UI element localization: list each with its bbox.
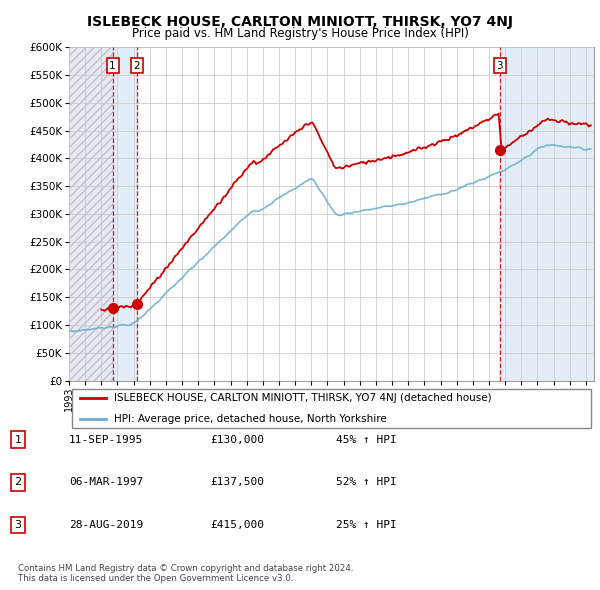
Text: 3: 3	[14, 520, 22, 530]
Text: £415,000: £415,000	[210, 520, 264, 530]
Text: 1: 1	[109, 61, 116, 71]
Text: £137,500: £137,500	[210, 477, 264, 487]
Text: £130,000: £130,000	[210, 435, 264, 444]
Text: 52% ↑ HPI: 52% ↑ HPI	[336, 477, 397, 487]
Text: 45% ↑ HPI: 45% ↑ HPI	[336, 435, 397, 444]
Bar	[113, 47, 137, 381]
Text: 28-AUG-2019: 28-AUG-2019	[69, 520, 143, 530]
Text: 3: 3	[496, 61, 503, 71]
Text: 2: 2	[14, 477, 22, 487]
Text: 1: 1	[14, 435, 22, 444]
Text: 25% ↑ HPI: 25% ↑ HPI	[336, 520, 397, 530]
Text: ISLEBECK HOUSE, CARLTON MINIOTT, THIRSK, YO7 4NJ (detached house): ISLEBECK HOUSE, CARLTON MINIOTT, THIRSK,…	[113, 394, 491, 404]
Bar	[69, 47, 113, 381]
Text: 11-SEP-1995: 11-SEP-1995	[69, 435, 143, 444]
Text: HPI: Average price, detached house, North Yorkshire: HPI: Average price, detached house, Nort…	[113, 414, 386, 424]
Text: Price paid vs. HM Land Registry's House Price Index (HPI): Price paid vs. HM Land Registry's House …	[131, 27, 469, 40]
Text: Contains HM Land Registry data © Crown copyright and database right 2024.
This d: Contains HM Land Registry data © Crown c…	[18, 563, 353, 583]
Bar	[500, 47, 594, 381]
Text: 2: 2	[133, 61, 140, 71]
Text: 06-MAR-1997: 06-MAR-1997	[69, 477, 143, 487]
Text: ISLEBECK HOUSE, CARLTON MINIOTT, THIRSK, YO7 4NJ: ISLEBECK HOUSE, CARLTON MINIOTT, THIRSK,…	[87, 15, 513, 29]
